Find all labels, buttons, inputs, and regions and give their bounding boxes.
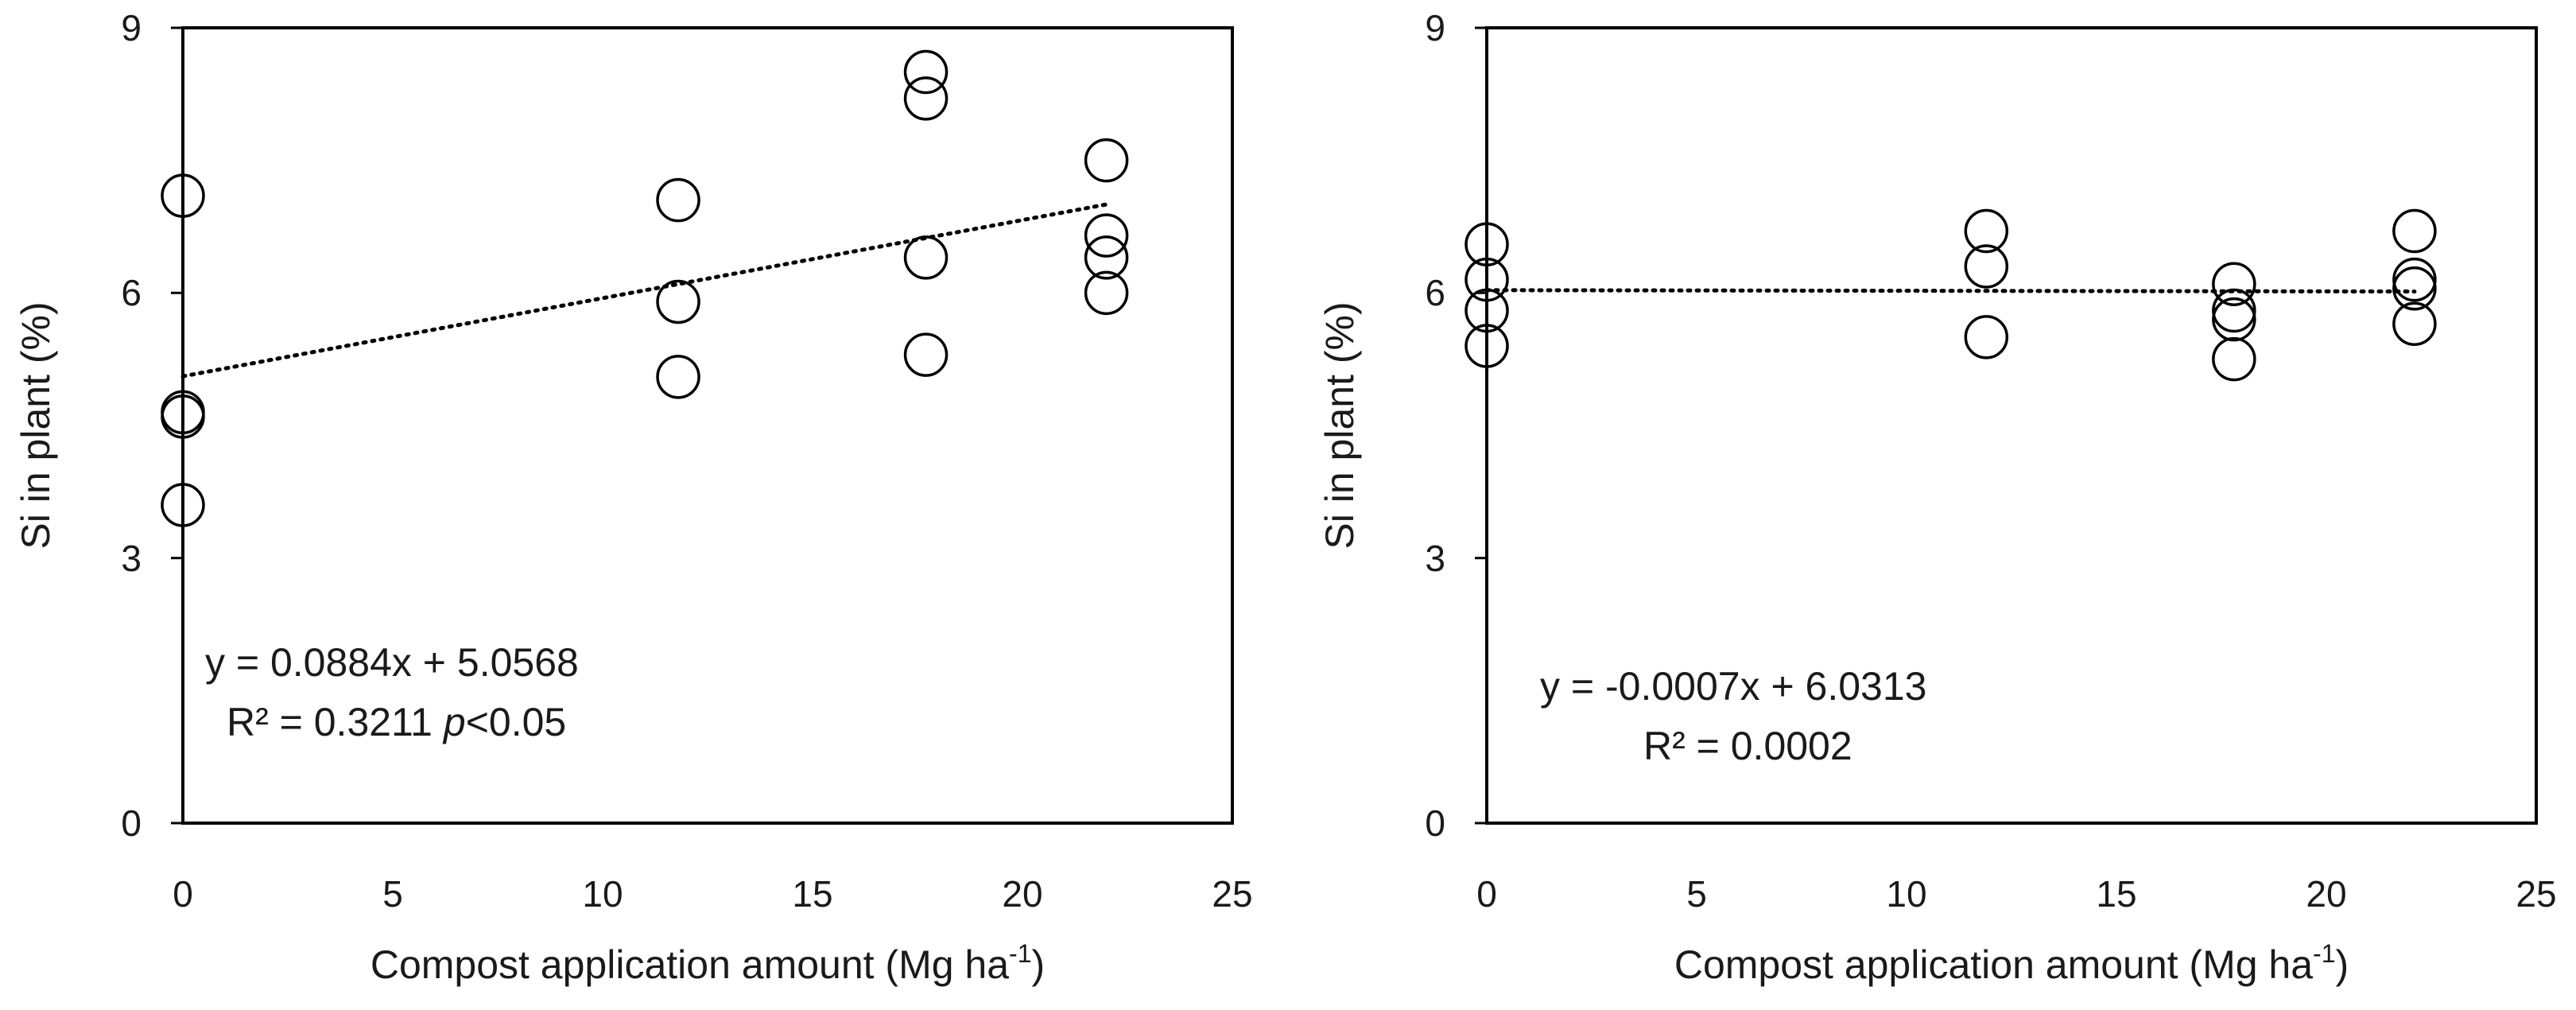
data-point <box>161 394 205 439</box>
chart-left: 0 3 6 9 0 5 10 15 20 25 Compost applicat… <box>14 7 1253 987</box>
data-point <box>1465 257 1509 302</box>
data-point <box>656 279 700 324</box>
x-ticks: 0 5 10 15 20 25 <box>1476 873 2556 915</box>
trendline <box>1484 288 2417 294</box>
plot-frame <box>181 26 1234 825</box>
data-point <box>2392 257 2437 302</box>
y-tick-label: 6 <box>121 272 142 313</box>
x-tick-label: 10 <box>582 873 623 915</box>
data-point <box>2392 301 2437 346</box>
data-point <box>2392 266 2437 311</box>
data-point <box>903 235 949 280</box>
data-point <box>2212 262 2256 306</box>
y-ticks: 0 3 6 9 <box>121 7 183 844</box>
data-point <box>1084 270 1129 316</box>
regression-equation: y = -0.0007x + 6.0313 <box>1540 664 1926 709</box>
regression-equation: y = 0.0884x + 5.0568 <box>205 640 579 685</box>
regression-r2: R² = 0.3211 p<0.05 <box>227 700 566 744</box>
data-point <box>1465 324 1509 368</box>
data-point <box>903 49 949 95</box>
x-tick-label: 5 <box>1686 873 1707 915</box>
data-point <box>1084 213 1129 258</box>
data-point <box>2392 208 2437 254</box>
regression-r2: R² = 0.0002 <box>1643 724 1852 768</box>
x-tick-label: 10 <box>1886 873 1926 915</box>
y-tick-label: 6 <box>1425 272 1445 313</box>
data-point <box>656 177 700 223</box>
y-ticks: 0 3 6 9 <box>1425 7 1487 844</box>
y-tick-label: 3 <box>1425 538 1445 579</box>
x-axis-label: Compost application amount (Mg ha-1) <box>1674 939 2349 987</box>
data-point <box>161 483 205 527</box>
x-tick-label: 0 <box>173 873 193 915</box>
data-point <box>1084 138 1129 183</box>
data-point <box>1465 222 1509 266</box>
y-tick-label: 9 <box>121 7 142 49</box>
data-point <box>1084 235 1129 280</box>
y-axis-label: Si in plant (%) <box>14 301 58 549</box>
data-points <box>161 49 1129 527</box>
x-tick-label: 20 <box>2306 873 2346 915</box>
data-point <box>903 76 949 121</box>
data-point <box>2212 297 2256 342</box>
x-axis-label: Compost application amount (Mg ha-1) <box>370 939 1045 987</box>
y-tick-label: 0 <box>121 802 142 844</box>
x-tick-label: 15 <box>2096 873 2136 915</box>
data-point <box>656 355 700 399</box>
x-ticks: 0 5 10 15 20 25 <box>173 873 1252 915</box>
y-axis-label: Si in plant (%) <box>1317 301 1362 549</box>
x-tick-label: 0 <box>1476 873 1497 915</box>
y-tick-label: 9 <box>1425 7 1445 49</box>
data-point <box>1465 288 1509 333</box>
trendline <box>180 202 1109 379</box>
x-tick-label: 25 <box>1212 873 1252 915</box>
data-point <box>903 332 949 377</box>
data-point <box>161 173 205 218</box>
data-point <box>1964 208 2009 254</box>
x-tick-label: 15 <box>792 873 832 915</box>
data-point <box>1964 315 2009 359</box>
data-point <box>1964 244 2009 289</box>
data-point <box>2212 336 2256 382</box>
chart-right: 0 3 6 9 0 5 10 15 20 25 Compost applicat… <box>1317 7 2557 987</box>
data-point <box>2212 288 2256 333</box>
x-tick-label: 25 <box>2516 873 2556 915</box>
x-tick-label: 20 <box>1002 873 1042 915</box>
x-tick-label: 5 <box>382 873 403 915</box>
y-tick-label: 3 <box>121 538 142 579</box>
plot-frame <box>1485 26 2538 825</box>
data-points <box>1465 208 2437 382</box>
y-tick-label: 0 <box>1425 802 1445 844</box>
